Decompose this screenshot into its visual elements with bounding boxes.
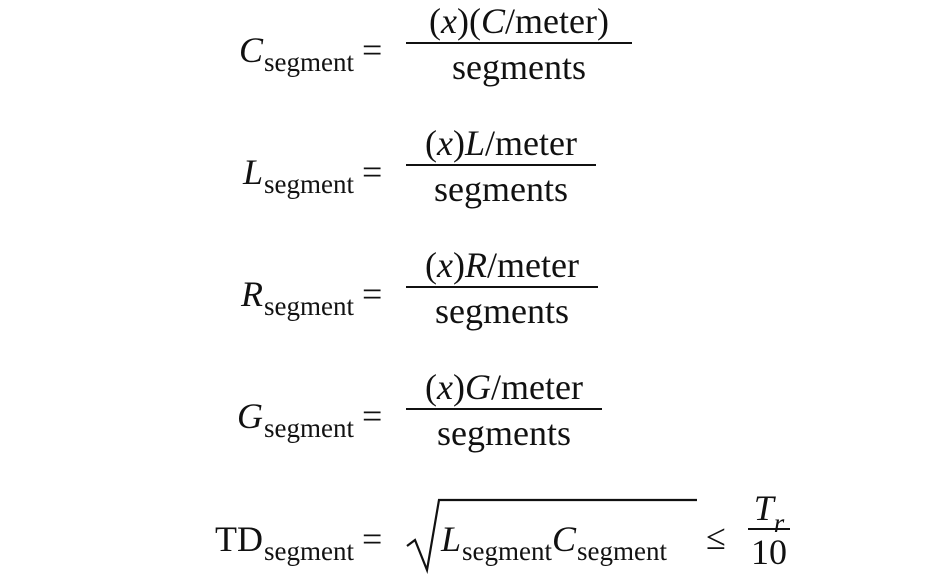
lhs-variable: C (239, 30, 264, 70)
equation-c-segment: Csegment = (x)(C/meter) segments (0, 0, 947, 100)
paren-open: ( (425, 367, 438, 407)
x-variable: x (437, 123, 453, 163)
paren-open: ( (429, 1, 442, 41)
x-variable: x (437, 367, 454, 407)
paren-close: )( (457, 1, 481, 41)
lhs-variable: G (237, 396, 264, 436)
fraction: (x)G/meter segments (406, 366, 602, 453)
numerator-variable: L (465, 123, 486, 163)
equals-sign: = (362, 152, 383, 192)
equals-sign: = (362, 519, 383, 559)
numerator-variable: C (481, 1, 506, 41)
lhs: Lsegment (242, 152, 354, 198)
rise-time-fraction: Tr 10 (748, 488, 790, 572)
equals-sign: = (362, 396, 383, 436)
numerator: Tr (748, 488, 790, 538)
equation-r-segment: Rsegment = (x)R/meter segments (0, 244, 947, 344)
denominator: 10 (751, 532, 787, 572)
paren-close: ) (453, 245, 466, 285)
lhs-subscript: segment (264, 536, 354, 566)
equation-td-segment: TDsegment = LsegmentCsegment ≤ Tr 10 (0, 480, 947, 582)
square-root: LsegmentCsegment (405, 494, 697, 574)
paren-open: ( (425, 123, 438, 163)
fraction-bar (406, 164, 596, 166)
per-meter: /meter (491, 367, 583, 407)
per-meter: /meter (487, 245, 579, 285)
lhs: Gsegment (237, 396, 354, 442)
x-variable: x (437, 245, 454, 285)
per-meter: /meter (485, 123, 577, 163)
equals-sign: = (362, 274, 383, 314)
lhs: TDsegment (215, 518, 354, 566)
denominator: segments (435, 291, 569, 331)
per-meter: /meter) (505, 1, 609, 41)
equation-g-segment: Gsegment = (x)G/meter segments (0, 366, 947, 466)
lhs: Rsegment (241, 274, 354, 320)
fraction-bar (748, 528, 790, 530)
less-or-equal-sign: ≤ (706, 517, 726, 557)
lhs-variable: L (242, 152, 264, 192)
numerator-variable: R (465, 245, 488, 285)
paren-close: ) (453, 367, 466, 407)
lhs-td: TD (215, 519, 264, 559)
lhs-subscript: segment (264, 47, 354, 77)
r-subscript: r (773, 508, 785, 538)
denominator: segments (434, 169, 568, 209)
fraction: (x)L/meter segments (406, 122, 596, 209)
numerator-variable: G (465, 367, 492, 407)
numerator: (x)G/meter (406, 366, 602, 408)
numerator: (x)R/meter (406, 244, 598, 286)
lhs-subscript: segment (264, 291, 354, 321)
x-variable: x (441, 1, 458, 41)
radicand-l: L (441, 519, 462, 559)
lhs: Csegment (239, 30, 354, 76)
t-variable: T (753, 488, 774, 528)
radicand-c-subscript: segment (577, 536, 668, 566)
lhs-variable: R (241, 274, 264, 314)
lhs-subscript: segment (264, 413, 354, 443)
paren-open: ( (425, 245, 438, 285)
paren-close: ) (453, 123, 465, 163)
fraction-bar (406, 42, 632, 44)
radicand-c: C (552, 519, 577, 559)
fraction: (x)R/meter segments (406, 244, 598, 331)
numerator: (x)L/meter (406, 122, 596, 164)
lhs-subscript: segment (264, 169, 354, 199)
radical-sign-icon (406, 498, 697, 574)
radicand: LsegmentCsegment (441, 518, 667, 566)
radicand-l-subscript: segment (462, 536, 553, 566)
denominator: segments (437, 413, 571, 453)
fraction-bar (406, 286, 598, 288)
equals-sign: = (362, 30, 383, 70)
fraction-bar (406, 408, 602, 410)
equation-l-segment: Lsegment = (x)L/meter segments (0, 122, 947, 222)
numerator: (x)(C/meter) (406, 0, 632, 42)
fraction: (x)(C/meter) segments (406, 0, 632, 87)
denominator: segments (452, 47, 586, 87)
